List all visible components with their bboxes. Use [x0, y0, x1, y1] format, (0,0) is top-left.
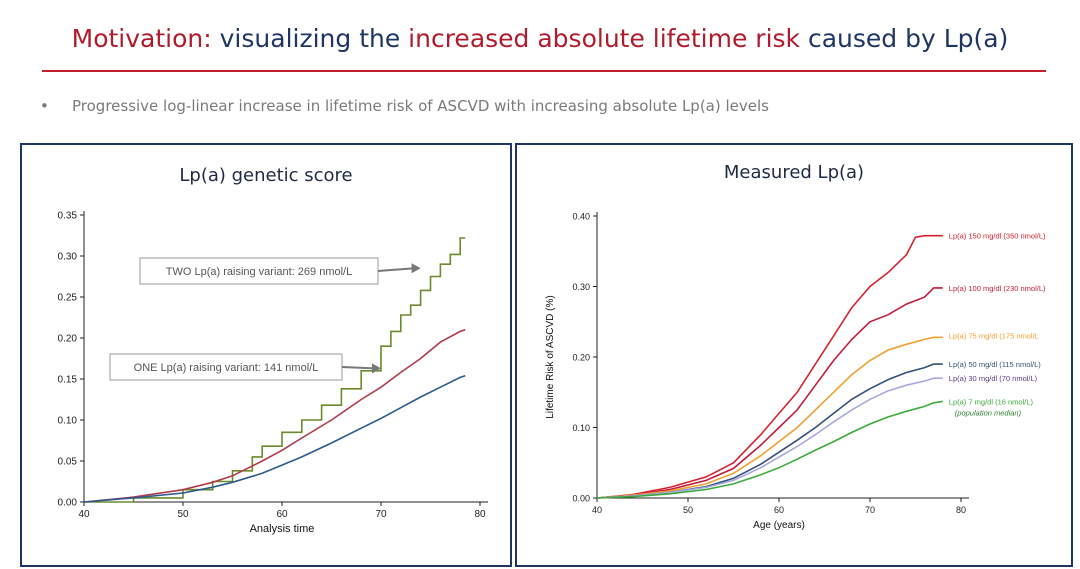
y-tick-label: 0.30	[572, 282, 590, 292]
annotation-box	[139, 257, 379, 285]
annotation-label: ONE Lp(a) raising variant: 141 nmol/L	[134, 362, 319, 374]
y-tick-label: 0.40	[572, 212, 590, 222]
x-tick-label: 50	[683, 505, 693, 515]
y-tick-label: 0.15	[58, 375, 78, 386]
series-label-1: Lp(a) 100 mg/dl (230 nmol/L)	[949, 284, 1046, 293]
arrowhead	[372, 363, 381, 374]
y-tick-label: 0.10	[572, 423, 590, 433]
y-tick-label: 0.35	[58, 211, 78, 222]
y-tick-label: 0.10	[58, 416, 78, 427]
x-tick-label: 80	[474, 509, 486, 520]
x-tick-label: 50	[177, 509, 189, 520]
x-tick-label: 40	[78, 509, 90, 520]
bullet-dot: •	[40, 97, 49, 115]
y-tick-label: 0.30	[58, 252, 78, 263]
measured-lpa-panel: Measured Lp(a) 0.00 0.10 0.20 0.30 0.40 40 50 6…	[515, 143, 1073, 567]
x-tick-label: 70	[375, 509, 387, 520]
genetic-score-title: Lp(a) genetic score	[179, 165, 353, 186]
y-tick-label: 0.00	[58, 498, 78, 509]
annotation-label: TWO Lp(a) raising variant: 269 nmol/L	[166, 266, 352, 278]
x-tick-label: 80	[956, 505, 966, 515]
series-line-5	[596, 400, 943, 499]
x-tick-label: 40	[592, 505, 602, 515]
series-line-0	[84, 237, 466, 503]
series-line-0	[596, 234, 943, 499]
title-part-1: visualizing the	[219, 24, 409, 53]
x-tick-label: 60	[276, 509, 288, 520]
series-line-1	[596, 287, 943, 499]
genetic-score-panel: Lp(a) genetic score 0.00 0.05 0.10 0.15 0.20…	[20, 143, 512, 567]
y-tick-label: 0.00	[572, 494, 590, 504]
plot-area	[597, 212, 969, 500]
y-tick-label: 0.05	[58, 457, 78, 468]
y-tick-label: 0.20	[572, 353, 590, 363]
measured-lpa-chart: 0.00 0.10 0.20 0.30 0.40 40 50 60 70 80 Age (years…	[545, 212, 1046, 532]
series-line-2	[83, 374, 466, 503]
annotation-arrow	[341, 366, 376, 370]
arrowhead	[411, 263, 421, 274]
y-axis-label: Lifetime Risk of ASCVD (%)	[545, 295, 556, 418]
x-tick-label: 60	[774, 505, 784, 515]
series-label-2: Lp(a) 75 mg/dl (175 nmol/L	[949, 331, 1039, 340]
x-tick-label: 70	[865, 505, 875, 515]
population-median-label: (population median)	[955, 408, 1022, 417]
series-line-2	[596, 336, 943, 499]
series-label-5: Lp(a) 7 mg/dl (16 nmol/L)	[949, 397, 1034, 406]
series-line-1	[83, 329, 466, 503]
bullet-text: Progressive log-linear increase in lifet…	[72, 97, 769, 115]
y-tick-label: 0.25	[58, 293, 78, 304]
page-title: Motivation: visualizing the increased ab…	[0, 24, 1080, 53]
x-axis-label: Age (years)	[753, 520, 805, 531]
bullet-point: • Progressive log-linear increase in life…	[40, 97, 769, 115]
series-label-0: Lp(a) 150 mg/dl (350 nmol/L)	[949, 232, 1046, 241]
y-tick-label: 0.20	[58, 334, 78, 345]
title-divider	[42, 70, 1046, 72]
series-label-4: Lp(a) 30 mg/dl (70 nmol/L)	[949, 374, 1038, 383]
x-axis-label: Analysis time	[250, 523, 315, 535]
measured-lpa-title: Measured Lp(a)	[723, 162, 865, 183]
title-part-0: Motivation:	[71, 24, 220, 53]
series-label-3: Lp(a) 50 mg/dl (115 nmol/L)	[949, 360, 1041, 369]
title-part-2: increased absolute lifetime risk	[408, 24, 808, 53]
title-part-3: caused by Lp(a)	[807, 24, 1009, 53]
series-line-4	[596, 377, 943, 499]
genetic-score-chart: 0.00 0.05 0.10 0.15 0.20 0.25 0.30 0.35 40 50 60 70…	[58, 211, 488, 535]
annotation-arrow	[377, 267, 415, 272]
